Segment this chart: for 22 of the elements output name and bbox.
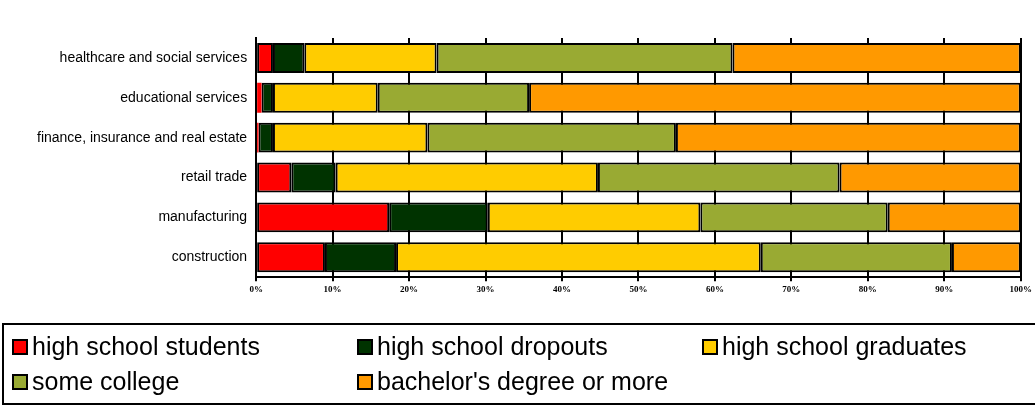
x-tick-label: 60% [705, 283, 724, 294]
x-tick-label: 100% [1009, 283, 1032, 294]
y-tick-label: construction [171, 248, 248, 265]
x-tick-label: 30% [476, 283, 495, 294]
legend-label: high school dropouts [377, 332, 608, 361]
x-tick-label: 90% [935, 283, 954, 294]
legend-label: high school students [32, 332, 260, 361]
y-tick-label: manufacturing [158, 208, 248, 225]
legend-label: high school graduates [722, 332, 967, 361]
x-tick-label: 10% [323, 283, 342, 294]
x-tick-label: 70% [782, 283, 801, 294]
x-tick-label: 40% [552, 283, 571, 294]
x-tick-label: 20% [400, 283, 419, 294]
x-tick-label: 50% [629, 283, 648, 294]
legend-label: bachelor's degree or more [377, 367, 669, 396]
y-tick-label: retail trade [180, 168, 248, 185]
y-tick-label: finance, insurance and real estate [37, 128, 248, 145]
y-tick-label: healthcare and social services [59, 48, 248, 65]
x-tick-label: 0% [249, 283, 263, 294]
y-tick-label: educational services [120, 88, 248, 105]
legend-label: some college [32, 367, 180, 396]
x-tick-label: 80% [858, 283, 877, 294]
